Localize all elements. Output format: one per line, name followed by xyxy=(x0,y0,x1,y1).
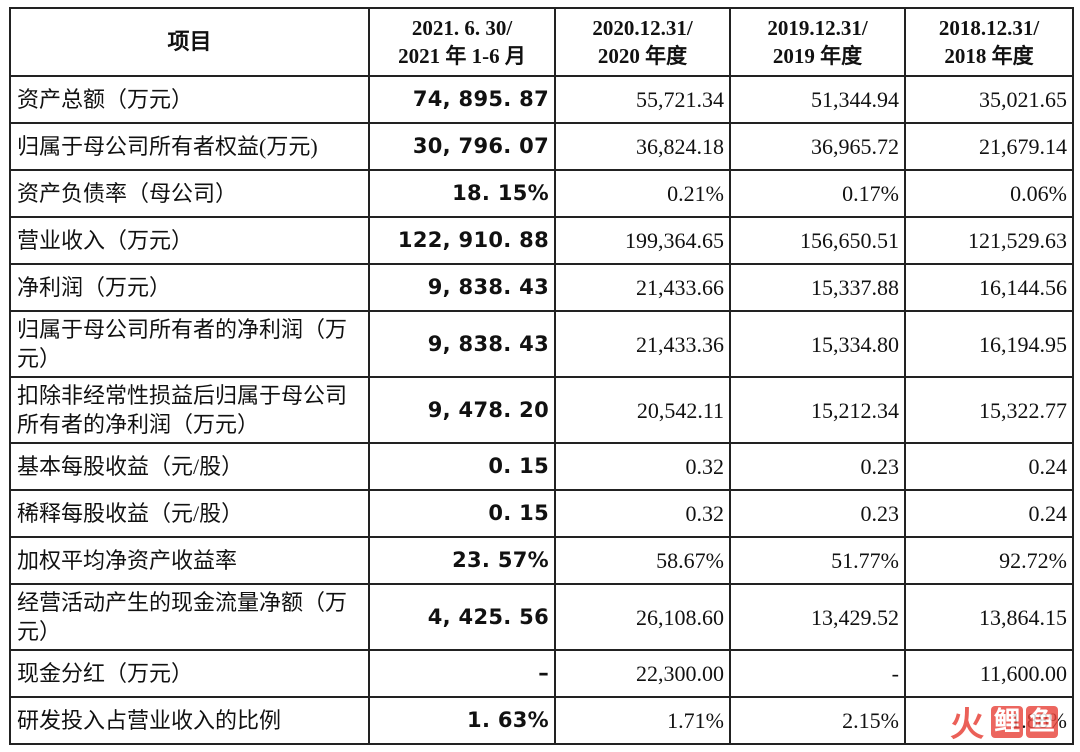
row-value: 0.23 xyxy=(729,442,906,491)
row-value: 74, 895. 87 xyxy=(368,75,556,124)
row-value: 92.72% xyxy=(904,536,1074,585)
row-value: 1. 63% xyxy=(368,696,556,745)
row-value: 121,529.63 xyxy=(904,216,1074,265)
header-line: 2021. 6. 30/ xyxy=(411,16,513,40)
row-value: 21,433.66 xyxy=(554,263,731,312)
row-value: 11,600.00 xyxy=(904,649,1074,698)
table-row: 归属于母公司所有者权益(万元) 30, 796. 07 36,824.18 36,96… xyxy=(9,122,1074,171)
row-label: 营业收入（万元） xyxy=(9,216,370,265)
row-value: 0.23 xyxy=(729,489,906,538)
row-value: 199,364.65 xyxy=(554,216,731,265)
row-value: 20,542.11 xyxy=(554,376,731,444)
row-label: 扣除非经常性损益后归属于母公司所有者的净利润（万元） xyxy=(9,376,370,444)
row-value: 0.32 xyxy=(554,442,731,491)
header-line: 2020.12.31/ xyxy=(592,16,693,40)
row-value: 0. 15 xyxy=(368,442,556,491)
row-value: 51,344.94 xyxy=(729,75,906,124)
row-value: 15,322.77 xyxy=(904,376,1074,444)
row-value: 4, 425. 56 xyxy=(368,583,556,651)
header-2020: 2020.12.31/2020 年度 xyxy=(554,7,731,77)
row-value: - xyxy=(729,649,906,698)
row-label: 归属于母公司所有者权益(万元) xyxy=(9,122,370,171)
table-row: 营业收入（万元） 122, 910. 88 199,364.65 156,650.51… xyxy=(9,216,1074,265)
row-label: 经营活动产生的现金流量净额（万元） xyxy=(9,583,370,651)
row-label: 净利润（万元） xyxy=(9,263,370,312)
row-label: 资产总额（万元） xyxy=(9,75,370,124)
header-2018: 2018.12.31/2018 年度 xyxy=(904,7,1074,77)
row-value: 26,108.60 xyxy=(554,583,731,651)
financial-summary-table: 项目 2021. 6. 30/2021 年 1-6 月 2020.12.31/2… xyxy=(9,7,1074,745)
header-line: 2021 年 1-6 月 xyxy=(398,44,526,68)
row-value: 156,650.51 xyxy=(729,216,906,265)
table-row: 资产负债率（母公司） 18. 15% 0.21% 0.17% 0.06% xyxy=(9,169,1074,218)
row-value: 9, 478. 20 xyxy=(368,376,556,444)
row-label: 加权平均净资产收益率 xyxy=(9,536,370,585)
table-row: 资产总额（万元） 74, 895. 87 55,721.34 51,344.94 35,… xyxy=(9,75,1074,124)
row-value: 9, 838. 43 xyxy=(368,310,556,378)
row-value: 0. 15 xyxy=(368,489,556,538)
row-value: 55,721.34 xyxy=(554,75,731,124)
row-value: 51.77% xyxy=(729,536,906,585)
table-row: 扣除非经常性损益后归属于母公司所有者的净利润（万元） 9, 478. 20 20,5… xyxy=(9,376,1074,444)
header-line: 2018 年度 xyxy=(944,44,1034,68)
row-label: 归属于母公司所有者的净利润（万元） xyxy=(9,310,370,378)
row-value: 16,144.56 xyxy=(904,263,1074,312)
header-line: 2019.12.31/ xyxy=(767,16,868,40)
row-value: 16,194.95 xyxy=(904,310,1074,378)
row-value: 22,300.00 xyxy=(554,649,731,698)
header-line: 2018.12.31/ xyxy=(938,16,1040,40)
row-label: 现金分红（万元） xyxy=(9,649,370,698)
row-value: 0.17% xyxy=(729,169,906,218)
table-header-row: 项目 2021. 6. 30/2021 年 1-6 月 2020.12.31/2… xyxy=(9,7,1074,77)
row-label: 研发投入占营业收入的比例 xyxy=(9,696,370,745)
row-value: – xyxy=(368,649,556,698)
table-row: 净利润（万元） 9, 838. 43 21,433.66 15,337.88 16,14… xyxy=(9,263,1074,312)
table-row: 稀释每股收益（元/股） 0. 15 0.32 0.23 0.24 xyxy=(9,489,1074,538)
header-2019: 2019.12.31/2019 年度 xyxy=(729,7,906,77)
header-line: 2020 年度 xyxy=(597,44,688,68)
row-value: 30, 796. 07 xyxy=(368,122,556,171)
row-value: 0.06% xyxy=(904,169,1074,218)
table-row: 归属于母公司所有者的净利润（万元） 9, 838. 43 21,433.36 15,3… xyxy=(9,310,1074,378)
row-value: 0.32 xyxy=(554,489,731,538)
header-line: 项目 xyxy=(167,29,212,54)
row-value: 21,679.14 xyxy=(904,122,1074,171)
row-value: 13,864.15 xyxy=(904,583,1074,651)
row-value: 36,965.72 xyxy=(729,122,906,171)
row-value: 15,212.34 xyxy=(729,376,906,444)
table-row: 研发投入占营业收入的比例 1. 63% 1.71% 2.15% 1.88% xyxy=(9,696,1074,745)
table-row: 现金分红（万元） –22,300.00-11,600.00 xyxy=(9,649,1074,698)
table-row: 加权平均净资产收益率 23. 57% 58.67% 51.77% 92.72% xyxy=(9,536,1074,585)
header-item: 项目 xyxy=(9,7,370,77)
row-value: 21,433.36 xyxy=(554,310,731,378)
row-label: 稀释每股收益（元/股） xyxy=(9,489,370,538)
row-value: 122, 910. 88 xyxy=(368,216,556,265)
header-line: 2019 年度 xyxy=(772,44,863,68)
row-value: 23. 57% xyxy=(368,536,556,585)
row-value: 1.71% xyxy=(554,696,731,745)
table-row: 基本每股收益（元/股） 0. 15 0.32 0.23 0.24 xyxy=(9,442,1074,491)
table-row: 经营活动产生的现金流量净额（万元） 4, 425. 56 26,108.60 13,4… xyxy=(9,583,1074,651)
row-value: 58.67% xyxy=(554,536,731,585)
row-value: 15,334.80 xyxy=(729,310,906,378)
row-value: 36,824.18 xyxy=(554,122,731,171)
row-value: 15,337.88 xyxy=(729,263,906,312)
table-body: 资产总额（万元） 74, 895. 87 55,721.34 51,344.94 35,… xyxy=(9,75,1074,745)
row-value: 13,429.52 xyxy=(729,583,906,651)
row-label: 资产负债率（母公司） xyxy=(9,169,370,218)
financial-table-container: 项目 2021. 6. 30/2021 年 1-6 月 2020.12.31/2… xyxy=(9,7,1074,745)
row-value: 35,021.65 xyxy=(904,75,1074,124)
row-value: 1.88% xyxy=(904,696,1074,745)
row-value: 9, 838. 43 xyxy=(368,263,556,312)
row-value: 0.24 xyxy=(904,489,1074,538)
row-value: 0.21% xyxy=(554,169,731,218)
row-value: 0.24 xyxy=(904,442,1074,491)
header-2021-h1: 2021. 6. 30/2021 年 1-6 月 xyxy=(368,7,556,77)
row-value: 2.15% xyxy=(729,696,906,745)
row-value: 18. 15% xyxy=(368,169,556,218)
row-label: 基本每股收益（元/股） xyxy=(9,442,370,491)
